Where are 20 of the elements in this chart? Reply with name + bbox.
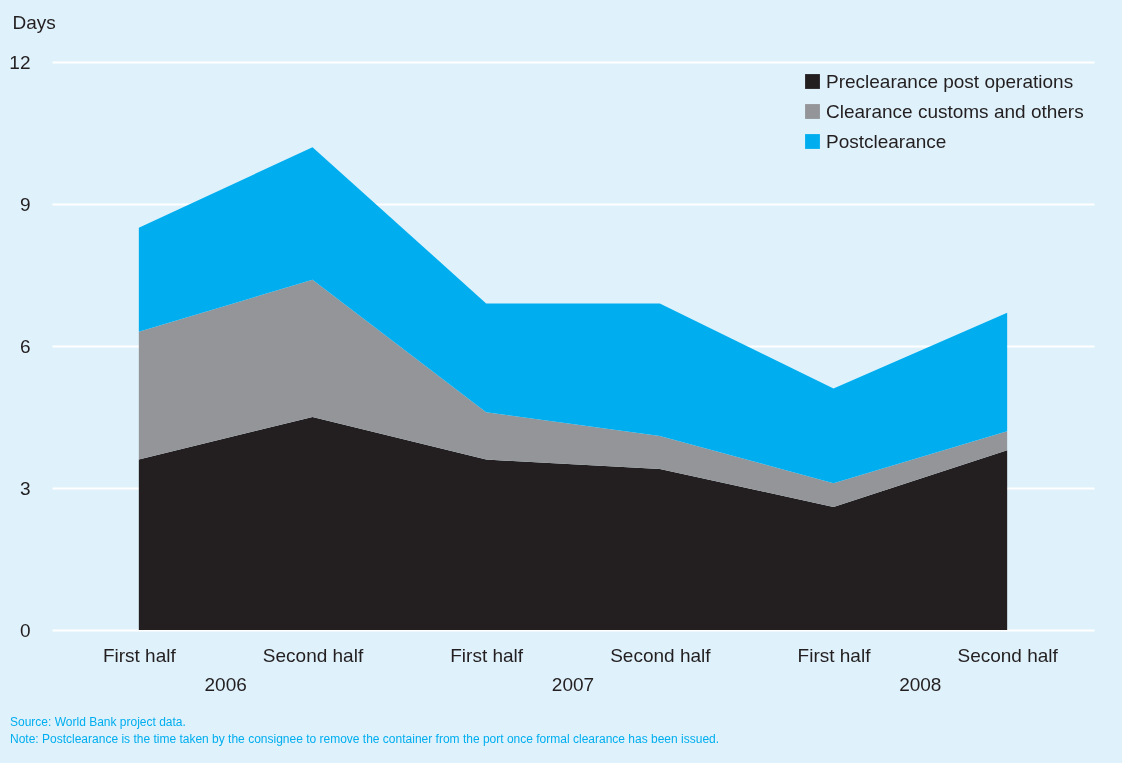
y-tick-label: 3 bbox=[19, 477, 31, 499]
x-tick-label: Second half bbox=[610, 644, 712, 666]
legend-label: Clearance customs and others bbox=[826, 100, 1084, 122]
text: Note: Postclearance is the time taken by the consignee to remove the container from the port once formal clearance has been issued. bbox=[10, 731, 721, 748]
x-tick-label: First half bbox=[450, 644, 524, 666]
text: 2007 bbox=[550, 674, 596, 696]
y-tick-label: 0 bbox=[19, 619, 31, 641]
y-axis-title: Days bbox=[12, 11, 56, 33]
y-tick-label: 9 bbox=[19, 193, 31, 215]
text: 2006 bbox=[203, 674, 248, 696]
y-tick-label: 12 bbox=[9, 51, 31, 73]
legend-label: Preclearance post operations bbox=[826, 70, 1074, 92]
x-tick-label: First half bbox=[102, 644, 177, 666]
text: 2008 bbox=[898, 674, 943, 696]
x-tick-label: Second half bbox=[957, 644, 1059, 666]
source-note: Source: World Bank project data. bbox=[10, 714, 187, 731]
legend-label: Postclearance bbox=[826, 130, 947, 152]
x-tick-label: First half bbox=[797, 644, 872, 666]
y-tick-label: 6 bbox=[19, 335, 31, 357]
x-tick-label: Second half bbox=[262, 644, 364, 666]
